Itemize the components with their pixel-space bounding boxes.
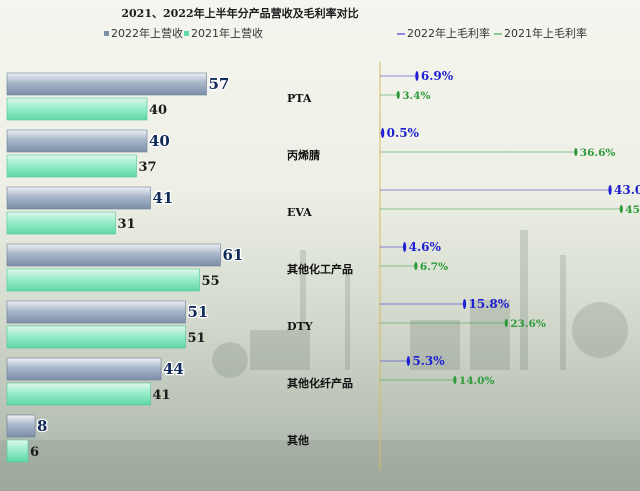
margin-label-2022-丙烯腈: 0.5% — [387, 126, 420, 140]
margin-label-2021-eva: 45.1% — [625, 204, 640, 216]
bar-label-2022-丙烯腈: 40 — [149, 132, 170, 150]
bar-label-2021-dty: 51 — [188, 331, 206, 346]
margin-marker-2021-其他化工产品 — [414, 262, 418, 270]
margin-marker-2022-eva — [608, 185, 612, 195]
margin-label-2021-dty: 23.6% — [510, 318, 546, 330]
chart-title: 2021、2022年上半年分产品营收及毛利率对比 — [121, 6, 358, 20]
legend-label-2022-margin: 2022年上毛利率 — [407, 26, 490, 40]
margin-label-2022-dty: 15.8% — [469, 297, 510, 311]
legend-revenue: 2022年上营收 2021年上营收 — [104, 26, 263, 40]
bar-2022-丙烯腈 — [6, 129, 148, 153]
margin-label-2021-其他化纤产品: 14.0% — [459, 375, 495, 387]
category-label-eva: EVA — [287, 206, 312, 219]
margin-label-2022-pta: 6.9% — [421, 69, 454, 83]
bar-label-2021-丙烯腈: 37 — [139, 160, 157, 175]
margin-label-2021-pta: 3.4% — [402, 90, 430, 102]
bar-2022-其他化纤产品 — [6, 357, 162, 381]
bar-label-2022-pta: 57 — [209, 75, 230, 93]
bar-2022-其他 — [6, 414, 36, 438]
margin-lollipops: 6.9% 3.4% 0.5% 36.6% 43.0% 45.1% 4.6% 6.7% 15.8%… — [380, 69, 640, 387]
margin-marker-2021-dty — [504, 319, 508, 327]
margin-marker-2021-其他化纤产品 — [453, 376, 457, 384]
margin-marker-2022-其他化纤产品 — [406, 356, 410, 366]
legend-label-2021-revenue: 2021年上营收 — [191, 26, 263, 40]
bar-2022-其他化工产品 — [6, 243, 221, 267]
bar-2021-丙烯腈 — [6, 154, 137, 178]
category-label-其他: 其他 — [287, 433, 309, 447]
bar-2022-pta — [6, 72, 207, 96]
bar-label-2022-其他化工产品: 61 — [223, 246, 244, 264]
margin-label-2022-eva: 43.0% — [614, 183, 640, 197]
margin-marker-2022-dty — [462, 299, 467, 309]
bar-2022-eva — [6, 186, 151, 210]
category-label-其他化纤产品: 其他化纤产品 — [287, 376, 353, 390]
bar-2021-eva — [6, 211, 116, 235]
bar-label-2021-其他: 6 — [30, 445, 39, 460]
legend-swatch-2021-revenue — [184, 31, 189, 36]
bar-label-2022-其他: 8 — [37, 417, 47, 435]
bar-2021-其他化纤产品 — [6, 382, 151, 406]
bar-2021-pta — [6, 97, 148, 121]
margin-marker-2022-其他化工产品 — [403, 242, 407, 252]
category-label-dty: DTY — [287, 320, 313, 333]
category-label-pta: PTA — [287, 92, 312, 105]
margin-marker-2021-pta — [396, 91, 400, 99]
legend-margin: 2022年上毛利率 2021年上毛利率 — [397, 26, 587, 40]
bar-label-2022-eva: 41 — [153, 189, 174, 207]
legend-label-2021-margin: 2021年上毛利率 — [504, 26, 587, 40]
margin-marker-2021-eva — [619, 205, 623, 213]
margin-label-2021-丙烯腈: 36.6% — [580, 147, 616, 159]
category-label-其他化工产品: 其他化工产品 — [287, 262, 353, 276]
bar-2021-其他 — [6, 439, 29, 463]
bar-label-2021-pta: 40 — [149, 103, 167, 118]
margin-label-2022-其他化纤产品: 5.3% — [412, 354, 445, 368]
bar-label-2021-eva: 31 — [118, 217, 136, 232]
margin-label-2021-其他化工产品: 6.7% — [420, 261, 448, 273]
bar-2021-dty — [6, 325, 186, 349]
margin-label-2022-其他化工产品: 4.6% — [409, 240, 442, 254]
legend-swatch-2022-revenue — [104, 31, 109, 36]
bar-2021-其他化工产品 — [6, 268, 200, 292]
bar-label-2022-其他化纤产品: 44 — [163, 360, 184, 378]
margin-marker-2021-丙烯腈 — [574, 148, 578, 156]
bar-label-2022-dty: 51 — [188, 303, 209, 321]
category-label-丙烯腈: 丙烯腈 — [287, 148, 320, 162]
bar-2022-dty — [6, 300, 186, 324]
bar-label-2021-其他化工产品: 55 — [202, 274, 220, 289]
margin-marker-2022-丙烯腈 — [381, 128, 385, 138]
margin-marker-2022-pta — [415, 71, 419, 81]
bar-label-2021-其他化纤产品: 41 — [153, 388, 171, 403]
legend-label-2022-revenue: 2022年上营收 — [111, 26, 183, 40]
